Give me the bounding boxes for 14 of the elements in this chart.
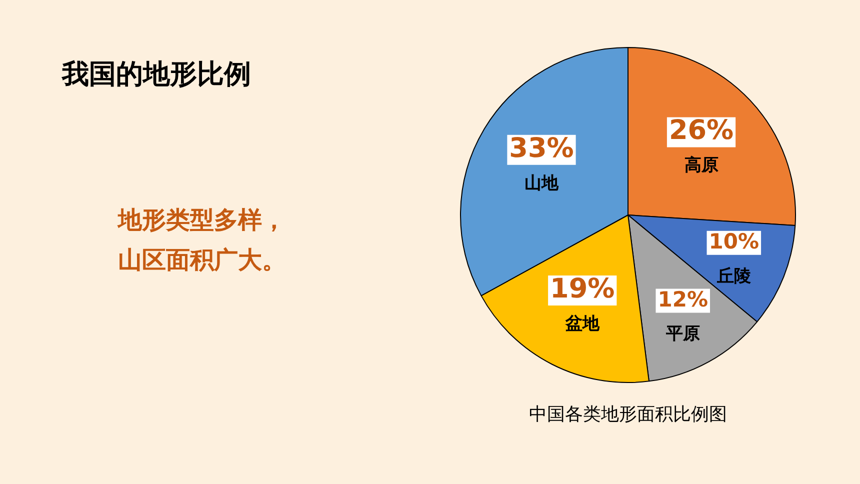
data-label: 33%	[509, 132, 574, 164]
data-label: 12%	[658, 287, 708, 312]
data-label: 19%	[550, 274, 615, 305]
slice-label: 丘陵	[716, 266, 751, 286]
text: 山区面积广大。	[118, 245, 286, 276]
text: 中国各类地形面积比例图	[528, 403, 728, 426]
slice-label: 盆地	[564, 314, 600, 334]
data-label: 10%	[708, 229, 760, 254]
slice-label: 山地	[524, 173, 560, 194]
text: 地形类型多样，	[118, 205, 286, 236]
text: 我国的地形比例	[62, 58, 251, 92]
slice-label: 高原	[684, 156, 718, 176]
data-label: 26%	[668, 115, 734, 146]
slice-label: 平原	[664, 324, 700, 344]
